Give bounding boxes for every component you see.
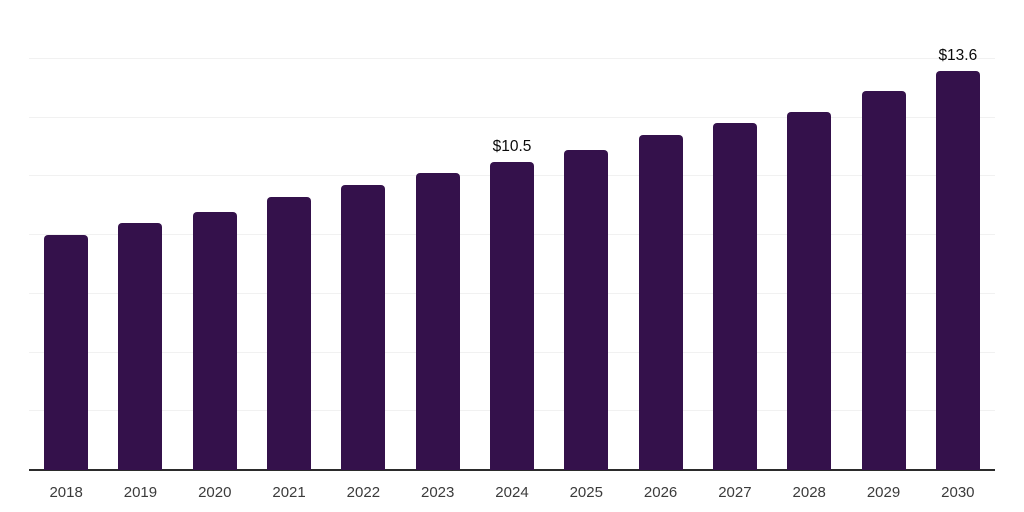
bar-value-label-2024: $10.5 (492, 137, 532, 155)
bar-2028 (787, 111, 832, 470)
gridline (29, 57, 995, 59)
x-axis-label-2020: 2020 (198, 484, 232, 501)
bar-2022 (341, 185, 386, 470)
plot-area: $10.5 $13.6 (29, 0, 995, 471)
x-axis-label-2026: 2026 (643, 484, 678, 501)
bar-2030 (935, 70, 980, 470)
x-axis-label-2023: 2023 (420, 484, 455, 501)
bar-2020 (192, 211, 237, 470)
x-axis: 2018 2019 2020 2021 2022 2023 2024 2025 2026 2027… (29, 484, 995, 504)
x-axis-label-2021: 2021 (272, 484, 306, 501)
x-axis-label-2029: 2029 (866, 484, 901, 501)
bar-2026 (638, 135, 683, 470)
gridline (29, 116, 995, 118)
bar-2027 (712, 123, 757, 470)
bar-value-label-2030: $13.6 (938, 46, 978, 64)
x-axis-label-2018: 2018 (49, 484, 83, 501)
bar-2021 (267, 196, 312, 470)
x-axis-label-2019: 2019 (123, 484, 158, 501)
bar-2025 (564, 149, 609, 470)
bar-2018 (44, 235, 89, 470)
x-axis-line (29, 469, 995, 471)
bar-2024 (490, 161, 534, 470)
x-axis-label-2025: 2025 (569, 484, 603, 501)
x-axis-label-2028: 2028 (792, 484, 826, 501)
bar-2019 (118, 223, 163, 470)
bar-2023 (415, 173, 460, 470)
x-axis-label-2024: 2024 (495, 484, 529, 501)
x-axis-label-2030: 2030 (941, 484, 975, 501)
x-axis-label-2022: 2022 (346, 484, 381, 501)
x-axis-label-2027: 2027 (718, 484, 752, 501)
bar-2029 (861, 91, 906, 470)
